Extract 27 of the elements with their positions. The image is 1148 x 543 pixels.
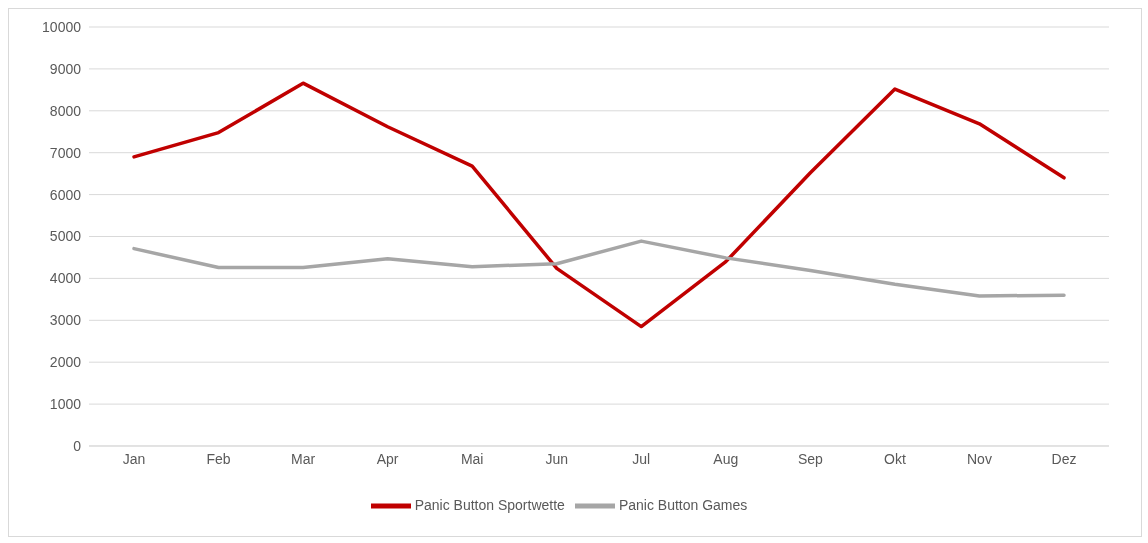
x-tick-label: Aug <box>713 450 739 467</box>
legend-label: Panic Button Games <box>618 496 748 513</box>
x-tick-label: Mai <box>460 450 484 467</box>
line-series <box>132 81 1066 329</box>
x-tick-label: Jan <box>122 450 146 467</box>
x-tick-label: Okt <box>884 450 906 467</box>
y-tick-label: 5000 <box>49 228 82 245</box>
y-tick-label: 3000 <box>49 312 82 329</box>
y-tick-label: 7000 <box>49 144 82 161</box>
x-tick-label: Jun <box>545 450 569 467</box>
x-tick-label: Apr <box>376 450 399 467</box>
legend-label: Panic Button Sportwette <box>414 496 565 513</box>
y-tick-label: 2000 <box>49 354 82 371</box>
y-tick-label: 4000 <box>49 270 82 287</box>
x-tick-label: Dez <box>1051 450 1077 467</box>
x-tick-label: Nov <box>967 450 992 467</box>
y-tick-label: 10000 <box>42 18 82 35</box>
x-tick-label: Feb <box>206 450 231 467</box>
line-series <box>132 239 1066 298</box>
y-tick-label: 9000 <box>49 60 82 77</box>
x-tick-label: Sep <box>797 450 824 467</box>
y-tick-label: 0 <box>73 437 82 454</box>
x-tick-label: Jul <box>632 450 651 467</box>
y-tick-label: 8000 <box>49 102 82 119</box>
y-tick-label: 1000 <box>49 396 82 413</box>
x-tick-label: Mar <box>291 450 316 467</box>
y-tick-label: 6000 <box>49 186 82 203</box>
